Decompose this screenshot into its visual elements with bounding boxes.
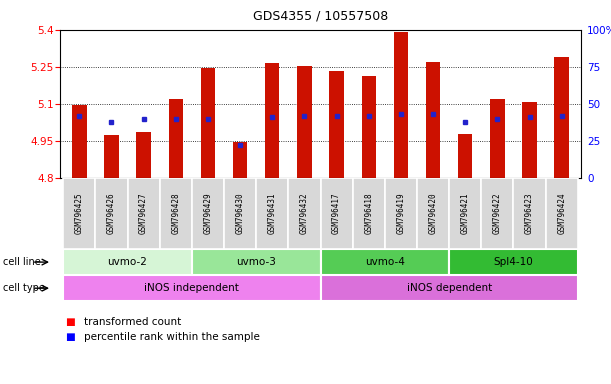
Bar (417, 178, 449, 249)
Text: GSM796421: GSM796421 (461, 193, 470, 234)
Text: cell line: cell line (3, 257, 41, 267)
Bar (63, 249, 192, 275)
Text: iNOS independent: iNOS independent (144, 283, 240, 293)
Bar (63, 178, 95, 249)
Bar (362, 76, 376, 178)
Bar (321, 275, 578, 301)
Bar (256, 178, 288, 249)
Text: GSM796428: GSM796428 (171, 193, 180, 234)
Text: GDS4355 / 10557508: GDS4355 / 10557508 (253, 9, 388, 22)
Bar (104, 135, 119, 178)
Text: GSM796422: GSM796422 (493, 193, 502, 234)
Text: GSM796426: GSM796426 (107, 193, 116, 234)
Bar (233, 142, 247, 178)
Text: GSM796427: GSM796427 (139, 193, 148, 234)
Bar (192, 178, 224, 249)
Bar (449, 178, 481, 249)
Bar (169, 99, 183, 178)
Bar (546, 178, 578, 249)
Text: iNOS dependent: iNOS dependent (406, 283, 492, 293)
Bar (321, 178, 353, 249)
Text: uvmo-4: uvmo-4 (365, 257, 404, 267)
Text: ■: ■ (66, 317, 79, 327)
Bar (128, 178, 159, 249)
Bar (513, 178, 546, 249)
Text: Spl4-10: Spl4-10 (494, 257, 533, 267)
Text: GSM796425: GSM796425 (75, 193, 84, 234)
Bar (288, 178, 321, 249)
Bar (449, 249, 578, 275)
Bar (329, 71, 344, 178)
Text: GSM796420: GSM796420 (428, 193, 437, 234)
Bar (95, 178, 128, 249)
Bar (385, 178, 417, 249)
Text: GSM796419: GSM796419 (397, 193, 406, 234)
Bar (353, 178, 385, 249)
Bar (136, 132, 151, 178)
Text: GSM796423: GSM796423 (525, 193, 534, 234)
Bar (522, 101, 537, 178)
Text: GSM796432: GSM796432 (300, 193, 309, 234)
Text: uvmo-3: uvmo-3 (236, 257, 276, 267)
Bar (321, 249, 449, 275)
Text: transformed count: transformed count (84, 317, 181, 327)
Text: ■: ■ (66, 332, 79, 342)
Bar (224, 178, 256, 249)
Text: GSM796429: GSM796429 (203, 193, 213, 234)
Bar (159, 178, 192, 249)
Bar (481, 178, 513, 249)
Text: GSM796431: GSM796431 (268, 193, 277, 234)
Text: uvmo-2: uvmo-2 (108, 257, 147, 267)
Bar (393, 33, 408, 178)
Text: cell type: cell type (3, 283, 45, 293)
Bar (458, 134, 472, 178)
Bar (490, 99, 505, 178)
Bar (297, 66, 312, 178)
Text: percentile rank within the sample: percentile rank within the sample (84, 332, 260, 342)
Bar (72, 105, 87, 178)
Text: GSM796418: GSM796418 (364, 193, 373, 234)
Bar (200, 68, 215, 178)
Text: GSM796417: GSM796417 (332, 193, 341, 234)
Bar (554, 57, 569, 178)
Bar (63, 275, 321, 301)
Bar (426, 62, 441, 178)
Text: GSM796424: GSM796424 (557, 193, 566, 234)
Text: GSM796430: GSM796430 (236, 193, 244, 234)
Bar (192, 249, 321, 275)
Bar (265, 63, 279, 178)
